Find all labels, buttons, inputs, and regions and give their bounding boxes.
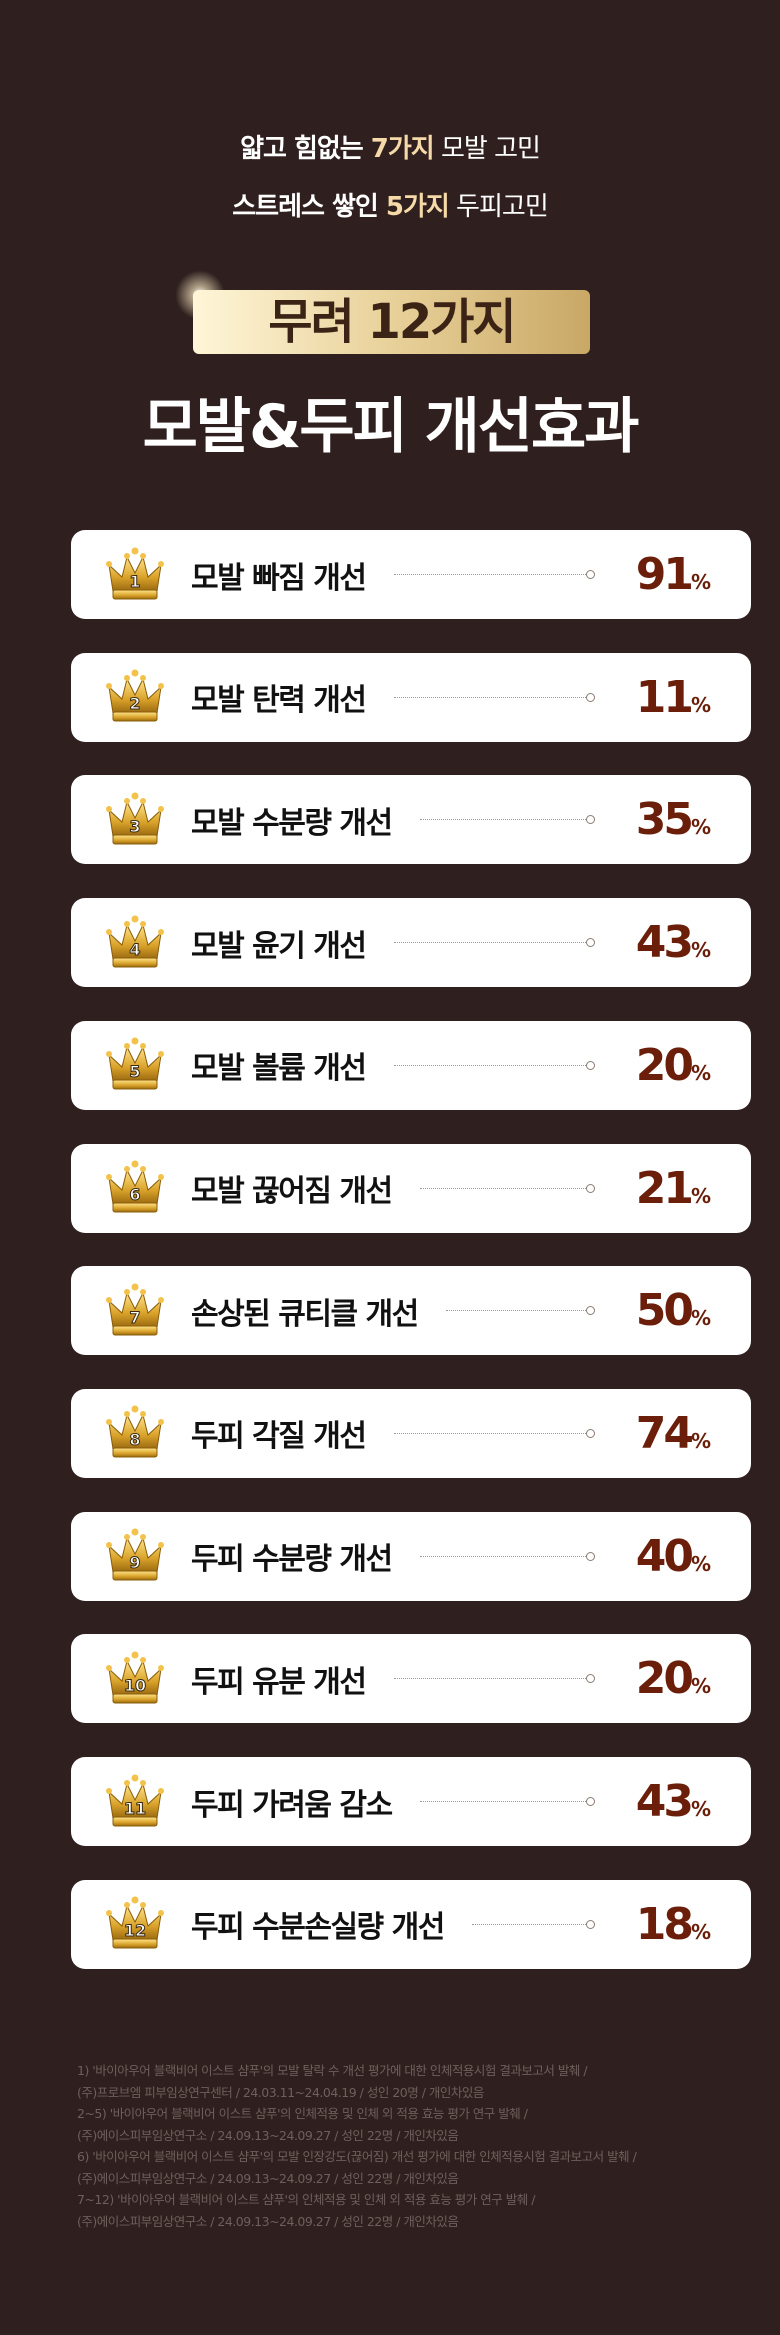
rank-number: 3 bbox=[129, 816, 141, 836]
result-card: 9 두피 수분량 개선 40% bbox=[71, 1511, 751, 1601]
result-label: 두피 가려움 감소 bbox=[191, 1787, 393, 1823]
result-label: 두피 각질 개선 bbox=[191, 1419, 367, 1455]
rank-number: 8 bbox=[129, 1430, 141, 1450]
footnote-line: (주)에이스피부임상연구소 / 24.09.13~24.09.27 / 성인 2… bbox=[77, 2127, 459, 2143]
crown-icon: 10 bbox=[105, 1649, 165, 1709]
rank-number: 11 bbox=[123, 1798, 147, 1818]
footnote-line: 6) '바이아우어 블랙비어 이스트 샴푸'의 모발 인장강도(끊어짐) 개선 … bbox=[77, 2149, 637, 2164]
crown-icon: 11 bbox=[105, 1772, 165, 1832]
result-card: 11 두피 가려움 감소 43% bbox=[71, 1757, 751, 1846]
dotted-line bbox=[419, 1555, 586, 1557]
result-label: 두피 수분손실량 개선 bbox=[191, 1910, 445, 1946]
dotted-line bbox=[471, 1923, 586, 1925]
rank-number: 4 bbox=[129, 939, 141, 959]
result-value: 21% bbox=[635, 1162, 711, 1214]
result-label: 두피 수분량 개선 bbox=[191, 1542, 393, 1578]
result-value: 74% bbox=[635, 1407, 711, 1459]
dotted-line bbox=[445, 1310, 586, 1312]
dotted-line bbox=[393, 1432, 586, 1434]
count-badge: 무려 12가지 bbox=[193, 290, 590, 354]
result-label: 두피 유분 개선 bbox=[191, 1664, 367, 1700]
dotted-line bbox=[393, 1678, 586, 1680]
crown-icon: 12 bbox=[105, 1894, 165, 1954]
line-end-dot bbox=[586, 1183, 595, 1193]
crown-icon: 1 bbox=[105, 545, 165, 605]
subtitle-line-1: 얇고 힘없는 7가지 모발 고민 bbox=[240, 134, 541, 164]
result-card: 3 모발 수분량 개선 35% bbox=[71, 775, 751, 865]
result-label: 모발 수분량 개선 bbox=[191, 805, 393, 841]
result-value: 91% bbox=[635, 549, 711, 600]
line-end-dot bbox=[586, 1060, 595, 1070]
line-end-dot bbox=[586, 570, 595, 579]
crown-icon: 6 bbox=[105, 1158, 165, 1218]
line-end-dot bbox=[586, 1797, 595, 1806]
crown-icon: 5 bbox=[105, 1035, 165, 1095]
result-label: 모발 끊어짐 개선 bbox=[191, 1174, 393, 1209]
result-label: 손상된 큐티클 개선 bbox=[191, 1296, 419, 1332]
result-value: 18% bbox=[635, 1898, 711, 1950]
result-card: 1 모발 빠짐 개선 91% bbox=[71, 530, 751, 619]
rank-number: 12 bbox=[123, 1921, 147, 1941]
line-end-dot bbox=[586, 692, 595, 702]
result-card: 8 두피 각질 개선 74% bbox=[71, 1388, 751, 1478]
line-end-dot bbox=[586, 1674, 595, 1684]
result-value: 20% bbox=[635, 1653, 711, 1705]
dotted-line bbox=[393, 696, 586, 698]
crown-icon: 9 bbox=[105, 1526, 165, 1586]
rank-number: 1 bbox=[129, 571, 141, 591]
result-value: 35% bbox=[635, 794, 711, 846]
footnote-line: (주)에이스피부임상연구소 / 24.09.13~24.09.27 / 성인 2… bbox=[77, 2170, 459, 2186]
line-end-dot bbox=[586, 1306, 595, 1316]
crown-icon: 8 bbox=[105, 1403, 165, 1463]
rank-number: 5 bbox=[129, 1062, 141, 1082]
rank-number: 7 bbox=[129, 1307, 141, 1327]
dotted-line bbox=[419, 819, 586, 821]
footnote-line: 7~12) '바이아우어 블랙비어 이스트 샴푸'의 인체적용 및 인체 외 적… bbox=[77, 2192, 535, 2207]
crown-icon: 7 bbox=[105, 1281, 165, 1341]
result-value: 11% bbox=[635, 671, 711, 723]
result-card: 2 모발 탄력 개선 11% bbox=[71, 652, 751, 742]
crown-icon: 4 bbox=[105, 913, 165, 973]
crown-icon: 3 bbox=[105, 790, 165, 850]
result-value: 43% bbox=[635, 1776, 711, 1827]
page-title: 모발&두피 개선효과 bbox=[142, 392, 640, 462]
result-card: 6 모발 끊어짐 개선 21% bbox=[71, 1143, 751, 1233]
result-label: 모발 볼륨 개선 bbox=[191, 1051, 367, 1087]
dotted-line bbox=[393, 1064, 586, 1066]
result-card: 10 두피 유분 개선 20% bbox=[71, 1634, 751, 1724]
result-card: 12 두피 수분손실량 개선 18% bbox=[71, 1879, 751, 1969]
footnote-line: (주)에이스피부임상연구소 / 24.09.13~24.09.27 / 성인 2… bbox=[77, 2213, 459, 2229]
line-end-dot bbox=[586, 1551, 595, 1561]
rank-number: 10 bbox=[123, 1675, 147, 1695]
footnotes: 1) '바이아우어 블랙비어 이스트 샴푸'의 모발 탈락 수 개선 평가에 대… bbox=[77, 2060, 637, 2232]
result-value: 40% bbox=[635, 1530, 711, 1582]
line-end-dot bbox=[586, 938, 595, 948]
dotted-line bbox=[419, 1801, 586, 1802]
footnote-line: (주)프로브엠 피부임상연구센터 / 24.03.11~24.04.19 / 성… bbox=[77, 2084, 484, 2100]
line-end-dot bbox=[586, 1428, 595, 1438]
rank-number: 6 bbox=[129, 1185, 141, 1205]
rank-number: 9 bbox=[129, 1553, 141, 1573]
dotted-line bbox=[393, 574, 586, 575]
result-label: 모발 탄력 개선 bbox=[191, 683, 367, 719]
result-card: 4 모발 윤기 개선 43% bbox=[71, 898, 751, 988]
result-card: 7 손상된 큐티클 개선 50% bbox=[71, 1266, 751, 1356]
dotted-line bbox=[419, 1187, 586, 1189]
crown-icon: 2 bbox=[105, 667, 165, 727]
result-label: 모발 윤기 개선 bbox=[191, 928, 367, 964]
result-card: 5 모발 볼륨 개선 20% bbox=[71, 1020, 751, 1110]
rank-number: 2 bbox=[129, 694, 141, 714]
result-value: 50% bbox=[635, 1285, 711, 1337]
subtitle-line-2: 스트레스 쌓인 5가지 두피고민 bbox=[232, 192, 549, 222]
result-value: 43% bbox=[635, 917, 711, 969]
result-label: 모발 빠짐 개선 bbox=[191, 560, 367, 596]
footnote-line: 2~5) '바이아우어 블랙비어 이스트 샴푸'의 인체적용 및 인체 외 적용… bbox=[77, 2106, 528, 2121]
footnote-line: 1) '바이아우어 블랙비어 이스트 샴푸'의 모발 탈락 수 개선 평가에 대… bbox=[77, 2063, 588, 2078]
line-end-dot bbox=[586, 1919, 595, 1929]
result-value: 20% bbox=[635, 1039, 711, 1091]
line-end-dot bbox=[586, 815, 595, 825]
dotted-line bbox=[393, 942, 586, 944]
